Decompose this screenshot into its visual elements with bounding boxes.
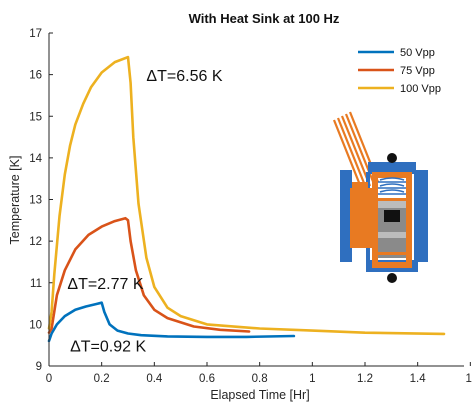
legend-label-100vpp: 100 Vpp — [400, 83, 441, 95]
y-axis-title: Temperature [K] — [8, 156, 22, 245]
y-tick-label: 10 — [29, 319, 42, 331]
delta-t-annotation: ΔT=0.92 K — [70, 338, 146, 355]
x-tick-label: 0.2 — [94, 373, 110, 385]
delta-t-annotation: ΔT=2.77 K — [67, 276, 143, 293]
x-tick-label: 0 — [46, 373, 52, 385]
series-line-50vpp — [47, 301, 296, 343]
x-tick-label: 0.8 — [252, 373, 268, 385]
x-tick-label: 1.2 — [357, 373, 373, 385]
legend-label-75vpp: 75 Vpp — [400, 65, 435, 77]
plot-series — [47, 55, 446, 343]
y-tick-label: 14 — [29, 153, 42, 165]
y-axis-ticks: 9 10 11 12 13 14 15 16 17 — [29, 28, 53, 373]
cryocooler-heat-sink-cross-section-icon — [332, 111, 428, 283]
series-line-75vpp — [47, 216, 251, 335]
y-tick-label: 13 — [29, 195, 42, 207]
delta-t-annotations: ΔT=6.56 K ΔT=2.77 K ΔT=0.92 K — [67, 68, 222, 356]
y-tick-label: 16 — [29, 70, 42, 82]
chart-title: With Heat Sink at 100 Hz — [189, 11, 340, 26]
x-axis-ticks: 0 0.2 0.4 0.6 0.8 1 1.2 1.4 1. — [46, 362, 472, 385]
x-tick-label: 1. — [466, 373, 472, 385]
x-tick-label: 1.4 — [410, 373, 427, 385]
delta-t-annotation: ΔT=6.56 K — [146, 68, 222, 85]
legend: 50 Vpp 75 Vpp 100 Vpp — [352, 42, 448, 96]
legend-label-50vpp: 50 Vpp — [400, 47, 435, 59]
y-tick-label: 11 — [30, 278, 42, 290]
x-tick-label: 1 — [309, 373, 315, 385]
x-tick-label: 0.6 — [199, 373, 215, 385]
y-tick-label: 12 — [29, 236, 42, 248]
y-tick-label: 15 — [29, 111, 42, 123]
y-tick-label: 17 — [29, 28, 42, 40]
y-tick-label: 9 — [36, 361, 42, 373]
series-line-100vpp — [47, 55, 446, 336]
x-tick-label: 0.4 — [146, 373, 163, 385]
x-axis-title: Elapsed Time [Hr] — [210, 388, 309, 402]
